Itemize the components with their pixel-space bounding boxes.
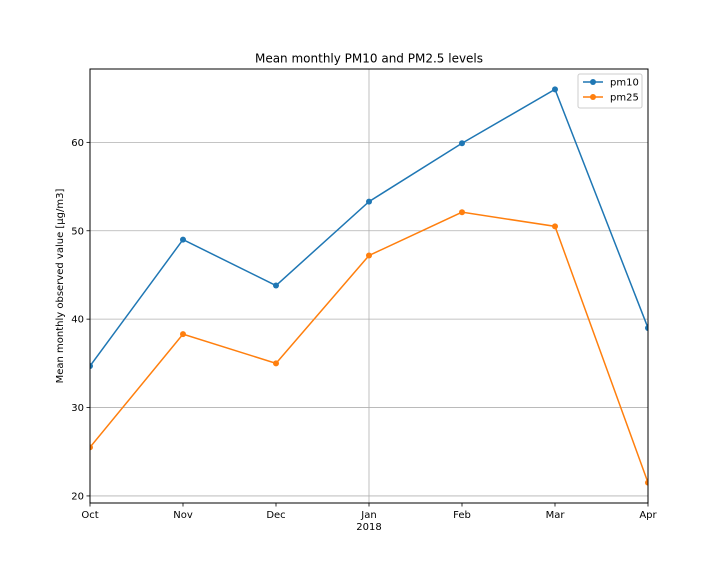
series-pm10 [90, 86, 648, 369]
legend-label-pm25: pm25 [610, 93, 639, 104]
data-point-pm10 [552, 86, 558, 93]
data-point-pm25 [180, 331, 186, 338]
x-tick-label: Apr [639, 510, 657, 521]
y-axis: 20 30 40 50 60 [71, 138, 90, 502]
y-tick-label: 50 [71, 226, 84, 237]
y-tick-label: 60 [71, 138, 84, 149]
x-tick-label: Feb [453, 510, 471, 521]
x-tick-label: Dec [266, 510, 285, 521]
data-point-pm10 [90, 362, 93, 369]
y-tick-label: 20 [71, 491, 84, 502]
data-point-pm10 [180, 236, 186, 243]
data-point-pm10 [273, 282, 279, 289]
x-axis: Oct Nov Dec Jan Feb Mar Apr [81, 503, 658, 521]
data-point-pm25 [552, 223, 558, 230]
data-point-pm25 [273, 360, 279, 367]
y-tick-label: 30 [71, 403, 84, 414]
legend-marker-pm25 [590, 94, 596, 100]
legend: pm10 pm25 [577, 73, 643, 109]
data-point-pm10 [459, 140, 465, 147]
y-axis-label: Mean monthly observed value [μg/m3] [55, 189, 66, 384]
grid-lines [90, 69, 648, 503]
data-point-pm25 [366, 252, 372, 259]
legend-marker-pm10 [590, 79, 596, 85]
x-year-label: 2018 [356, 522, 381, 533]
x-tick-label: Jan [360, 510, 376, 521]
x-tick-label: Nov [173, 510, 193, 521]
series-layer [90, 86, 648, 486]
chart-title: Mean monthly PM10 and PM2.5 levels [255, 52, 483, 66]
y-tick-label: 40 [71, 315, 84, 326]
data-point-pm25 [459, 209, 465, 216]
series-pm25 [90, 209, 648, 486]
data-point-pm10 [645, 324, 648, 331]
data-point-pm25 [90, 444, 93, 451]
x-tick-label: Mar [546, 510, 566, 521]
legend-label-pm10: pm10 [610, 78, 639, 89]
x-tick-label: Oct [81, 510, 98, 521]
data-point-pm10 [366, 198, 372, 205]
data-point-pm25 [645, 479, 648, 486]
